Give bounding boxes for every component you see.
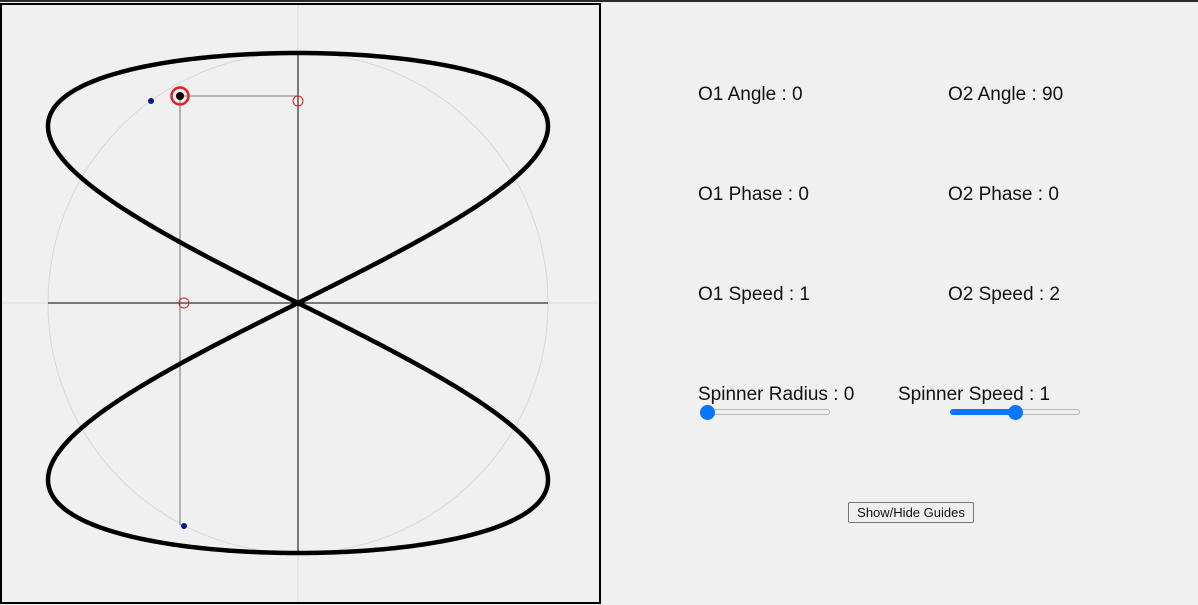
slider-thumb[interactable] [700,405,715,420]
spinner-dot-bottom [181,523,187,529]
pen-dot [176,92,184,100]
lissajous-curve [45,50,551,556]
spinner-radius-slider[interactable] [700,404,830,420]
o1-phase-label: O1 Phase : 0 [698,184,809,205]
oscillator2-marker [292,95,304,107]
spinner-radius-label: Spinner Radius : 0 [698,384,855,405]
slider-track [700,409,830,415]
oscillator1-marker [178,297,190,309]
slider-thumb[interactable] [1008,405,1023,420]
show-hide-guides-button[interactable]: Show/Hide Guides [848,502,974,523]
pen-ring-marker [170,86,190,106]
spinner-dot-top [148,98,154,104]
harmonograph-canvas[interactable] [0,3,601,604]
spinner-speed-label: Spinner Speed : 1 [898,384,1051,405]
o2-angle-label: O2 Angle : 90 [948,84,1064,105]
lissajous-plot [2,5,599,602]
o1-speed-label: O1 Speed : 1 [698,284,810,305]
o2-speed-label: O2 Speed : 2 [948,284,1060,305]
o2-phase-label: O2 Phase : 0 [948,184,1059,205]
o1-angle-label: O1 Angle : 0 [698,84,803,105]
slider-fill [950,409,1015,415]
spinner-speed-slider[interactable] [950,404,1080,420]
window-top-border [0,0,1198,2]
